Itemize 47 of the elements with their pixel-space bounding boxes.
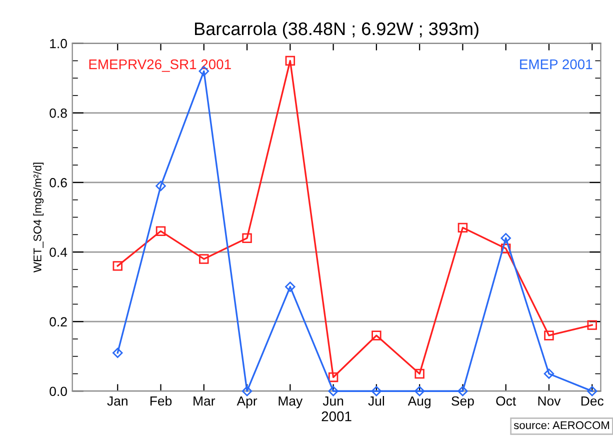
x-tick-label: May <box>278 396 303 408</box>
point <box>199 254 209 264</box>
x-tick-label: Nov <box>538 396 561 406</box>
point <box>458 222 468 233</box>
x-tick-label: Mar <box>194 396 216 406</box>
x-tick-label: Jun <box>322 396 344 406</box>
x-tick-label: Jul <box>368 396 384 406</box>
source-note: source: AEROCOM <box>514 421 610 430</box>
x-tick-label: Aug <box>408 396 430 408</box>
point <box>544 368 554 379</box>
x-tick-label: Apr <box>236 396 258 408</box>
point <box>544 330 554 340</box>
x-tick-label: Oct <box>496 396 516 406</box>
point <box>112 348 123 358</box>
point <box>500 232 511 244</box>
point <box>156 226 166 236</box>
x-tick-label: Dec <box>581 396 604 406</box>
point <box>414 368 424 379</box>
x-tick-label: Sep <box>452 396 474 408</box>
point <box>112 261 122 271</box>
x-tick-label: Jan <box>107 396 128 406</box>
chart-title: Barcarrola (38.48N ; 6.92W ; 393m) <box>195 22 478 39</box>
point <box>414 386 425 396</box>
y-tick-label: 1.0 <box>50 38 67 48</box>
text: EMEP 2001 <box>520 59 592 70</box>
point <box>458 386 468 396</box>
text: EMEPRV26_SR1 2001 <box>89 59 231 72</box>
point <box>285 282 296 292</box>
point <box>156 180 166 192</box>
point <box>328 386 338 396</box>
x-axis-title: 2001 <box>322 411 352 422</box>
y-tick-label: 0.6 <box>50 178 67 188</box>
point <box>500 244 511 254</box>
point <box>242 386 252 396</box>
point <box>372 330 382 340</box>
y-axis-title: WET_SO4 [mgS/m²/d] <box>33 162 44 272</box>
point <box>285 56 296 66</box>
y-tick-label: 0.0 <box>50 386 67 396</box>
point <box>587 386 598 396</box>
point <box>371 386 382 396</box>
y-tick-label: 0.8 <box>50 108 67 118</box>
y-tick-label: 0.2 <box>50 317 67 326</box>
point <box>242 233 252 243</box>
point <box>328 372 338 382</box>
point <box>587 320 597 330</box>
y-tick-label: 0.4 <box>50 248 68 257</box>
x-tick-label: Feb <box>150 396 172 406</box>
